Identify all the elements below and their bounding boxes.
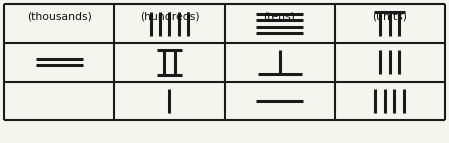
Text: (units): (units) xyxy=(372,11,407,21)
Text: (thousands): (thousands) xyxy=(27,11,92,21)
Text: (tens): (tens) xyxy=(264,11,295,21)
Text: (hundreds): (hundreds) xyxy=(140,11,199,21)
